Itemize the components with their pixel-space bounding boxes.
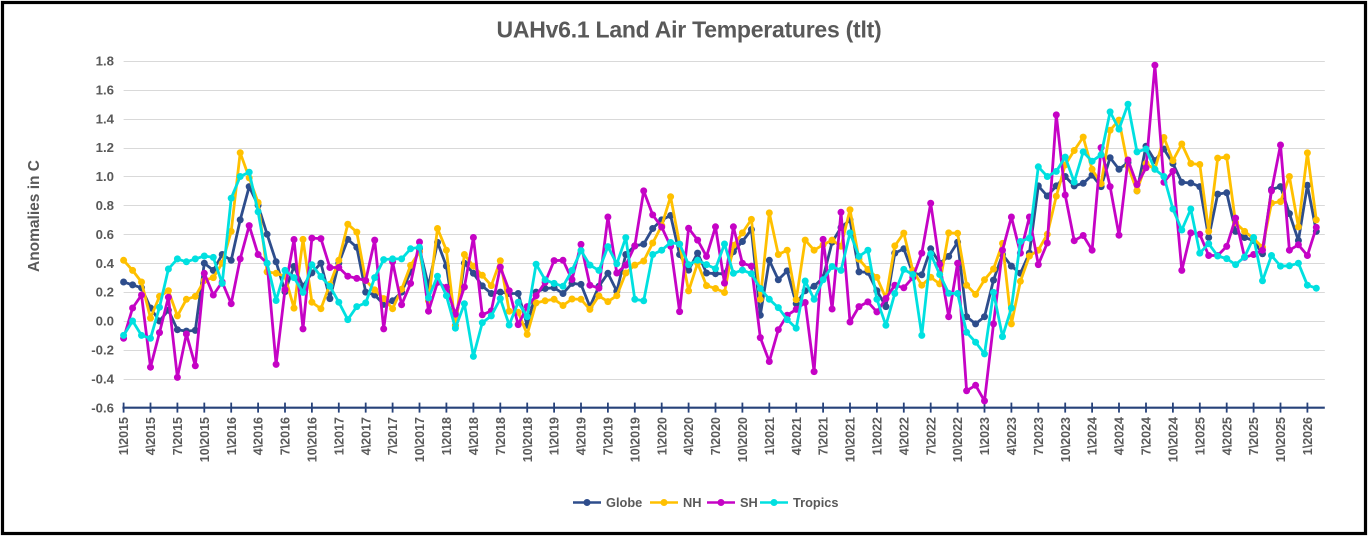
svg-text:10\2024: 10\2024 [1167,417,1181,462]
svg-text:0.6: 0.6 [96,227,114,242]
svg-text:0.0: 0.0 [96,314,114,329]
svg-text:7\2019: 7\2019 [602,417,616,455]
svg-text:7\2018: 7\2018 [494,417,508,455]
svg-text:-0.4: -0.4 [91,371,114,386]
svg-text:4\2020: 4\2020 [682,417,696,455]
svg-text:UAHv6.1 Land Air Temperatures: UAHv6.1 Land Air Temperatures (tlt) [497,17,882,43]
svg-text:4\2019: 4\2019 [575,417,589,455]
svg-text:0.2: 0.2 [96,285,114,300]
svg-text:NH: NH [683,495,701,510]
svg-text:1.4: 1.4 [96,111,115,126]
svg-text:4\2025: 4\2025 [1220,417,1234,455]
svg-text:1\2018: 1\2018 [440,417,454,455]
svg-text:4\2016: 4\2016 [252,417,266,455]
svg-text:7\2025: 7\2025 [1247,417,1261,455]
svg-text:1\2019: 1\2019 [548,417,562,455]
svg-text:-0.2: -0.2 [91,343,114,358]
svg-text:1.8: 1.8 [96,54,114,69]
svg-text:Globe: Globe [606,495,642,510]
svg-text:Tropics: Tropics [793,495,839,510]
svg-text:10\2017: 10\2017 [413,417,427,462]
svg-text:10\2020: 10\2020 [736,417,750,462]
svg-text:7\2023: 7\2023 [1032,417,1046,455]
svg-text:1\2015: 1\2015 [117,417,131,455]
svg-text:7\2022: 7\2022 [924,417,938,455]
svg-text:10\2022: 10\2022 [951,417,965,462]
svg-text:10\2023: 10\2023 [1059,417,1073,462]
svg-text:7\2021: 7\2021 [817,417,831,455]
svg-text:7\2016: 7\2016 [279,417,293,455]
svg-text:7\2024: 7\2024 [1140,417,1154,455]
svg-text:Anomalies in C: Anomalies in C [26,160,43,272]
svg-text:0.4: 0.4 [96,256,115,271]
svg-text:1\2016: 1\2016 [225,417,239,455]
svg-text:1\2025: 1\2025 [1193,417,1207,455]
svg-text:10\2021: 10\2021 [844,417,858,462]
svg-text:1\2020: 1\2020 [655,417,669,455]
svg-text:1\2021: 1\2021 [763,417,777,455]
svg-text:0.8: 0.8 [96,198,114,213]
svg-text:10\2016: 10\2016 [306,417,320,462]
svg-text:1\2017: 1\2017 [332,417,346,455]
svg-text:4\2024: 4\2024 [1113,417,1127,455]
svg-text:-0.6: -0.6 [91,400,114,415]
svg-text:SH: SH [740,495,758,510]
svg-text:7\2020: 7\2020 [709,417,723,455]
svg-text:4\2015: 4\2015 [144,417,158,455]
svg-text:1.0: 1.0 [96,169,114,184]
svg-text:4\2023: 4\2023 [1005,417,1019,455]
svg-text:4\2018: 4\2018 [467,417,481,455]
svg-text:10\2018: 10\2018 [521,417,535,462]
svg-text:4\2021: 4\2021 [790,417,804,455]
svg-text:4\2022: 4\2022 [897,417,911,455]
svg-text:1\2023: 1\2023 [978,417,992,455]
svg-text:1\2022: 1\2022 [871,417,885,455]
svg-text:1.2: 1.2 [96,140,114,155]
svg-text:10\2015: 10\2015 [198,417,212,462]
svg-text:7\2015: 7\2015 [171,417,185,455]
svg-text:4\2017: 4\2017 [359,417,373,455]
svg-text:1\2026: 1\2026 [1301,417,1315,455]
svg-text:10\2019: 10\2019 [628,417,642,462]
svg-text:1.6: 1.6 [96,82,114,97]
svg-text:7\2017: 7\2017 [386,417,400,455]
svg-text:10\2025: 10\2025 [1274,417,1288,462]
svg-text:1\2024: 1\2024 [1086,417,1100,455]
